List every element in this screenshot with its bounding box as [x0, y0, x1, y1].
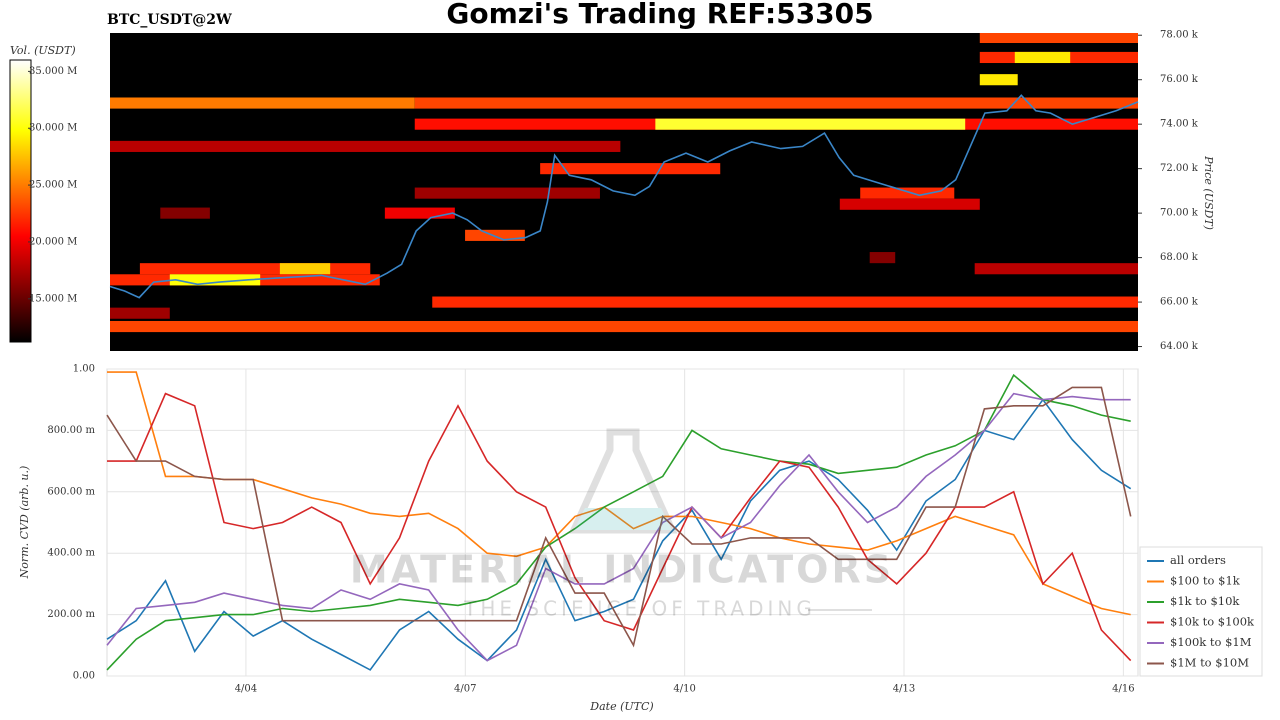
y-tick-label: 76.00 k — [1160, 74, 1199, 85]
heatmap-band — [1014, 51, 1071, 64]
series-line — [107, 371, 1131, 616]
heatmap-band — [384, 207, 455, 219]
colorbar-tick-label: 35.000 M — [29, 66, 77, 77]
y-axis-label: Price (USDT) — [1202, 155, 1215, 230]
price-line — [109, 94, 1139, 299]
watermark-logo-liquid — [574, 508, 672, 530]
series-line — [106, 373, 1131, 671]
heatmap-band — [432, 296, 1139, 308]
colorbar-tick-label: 30.000 M — [29, 123, 77, 134]
series-line — [107, 392, 1132, 662]
legend-label: $10k to $100k — [1170, 615, 1255, 629]
series-line — [106, 392, 1131, 662]
legend-label: all orders — [1170, 553, 1226, 567]
heatmap-band — [860, 187, 955, 199]
heatmap-band — [839, 198, 980, 210]
y-tick-label: 0.00 — [73, 671, 95, 682]
chart-label: BTC_USDT@2W — [107, 12, 232, 28]
y-tick-label: 78.00 k — [1160, 30, 1199, 41]
watermark-subtitle: THE SCIENCE OF TRADING — [463, 597, 816, 621]
series-line — [106, 398, 1132, 671]
heatmap-band — [110, 320, 1138, 333]
heatmap-band — [110, 97, 415, 109]
legend-box — [1139, 546, 1263, 677]
heatmap-band — [279, 263, 331, 275]
y-tick-label: 68.00 k — [1160, 252, 1199, 263]
y-tick-label: 70.00 k — [1160, 208, 1199, 219]
heatmap-band — [110, 140, 621, 152]
heatmap-band — [139, 263, 371, 275]
y-tick-label: 1.00 — [73, 364, 95, 375]
heatmap-band — [979, 33, 1138, 44]
legend-label: $100 to $1k — [1170, 574, 1241, 588]
heatmap-band — [869, 252, 896, 264]
legend-label: $100k to $1M — [1170, 635, 1252, 649]
heatmap-band — [169, 274, 261, 286]
watermark-logo — [568, 428, 678, 534]
x-tick-label: 4/13 — [893, 684, 915, 695]
heatmap-band — [414, 187, 600, 199]
heatmap-band — [979, 74, 1018, 86]
colorbar-tick-label: 15.000 M — [29, 293, 77, 304]
x-tick-label: 4/04 — [235, 684, 257, 695]
colorbar-label: Vol. (USDT) — [10, 44, 76, 57]
y-axis-label: Norm. CVD (arb. u.) — [18, 466, 31, 580]
x-tick-label: 4/10 — [673, 684, 695, 695]
y-tick-label: 66.00 k — [1160, 297, 1199, 308]
legend-label: $1M to $10M — [1170, 656, 1249, 670]
y-tick-label: 64.00 k — [1160, 341, 1199, 352]
y-tick-label: 800.00 m — [47, 425, 95, 436]
x-axis-label: Date (UTC) — [589, 700, 653, 713]
legend-label: $1k to $10k — [1170, 594, 1240, 608]
watermark-title: MATERIAL INDICATORS — [350, 548, 894, 592]
page-title: Gomzi's Trading REF:53305 — [446, 0, 873, 30]
colorbar — [9, 59, 32, 343]
y-tick-label: 600.00 m — [47, 486, 95, 497]
heatmap-band — [465, 229, 525, 241]
y-tick-label: 200.00 m — [47, 609, 95, 620]
colorbar-tick-label: 20.000 M — [29, 236, 77, 247]
heatmap-band — [655, 118, 966, 130]
y-tick-label: 72.00 k — [1160, 163, 1199, 174]
heatmap-band — [540, 163, 721, 175]
heatmap-band — [974, 263, 1138, 275]
y-tick-label: 74.00 k — [1160, 119, 1199, 130]
x-tick-label: 4/07 — [454, 684, 476, 695]
y-tick-label: 400.00 m — [47, 548, 95, 559]
heatmap-band — [110, 307, 170, 319]
heatmap-band — [414, 97, 1138, 109]
x-tick-label: 4/16 — [1112, 684, 1134, 695]
colorbar-tick-label: 25.000 M — [29, 180, 77, 191]
watermark — [568, 428, 872, 611]
heatmap-band — [160, 207, 210, 219]
series-line — [106, 386, 1132, 648]
